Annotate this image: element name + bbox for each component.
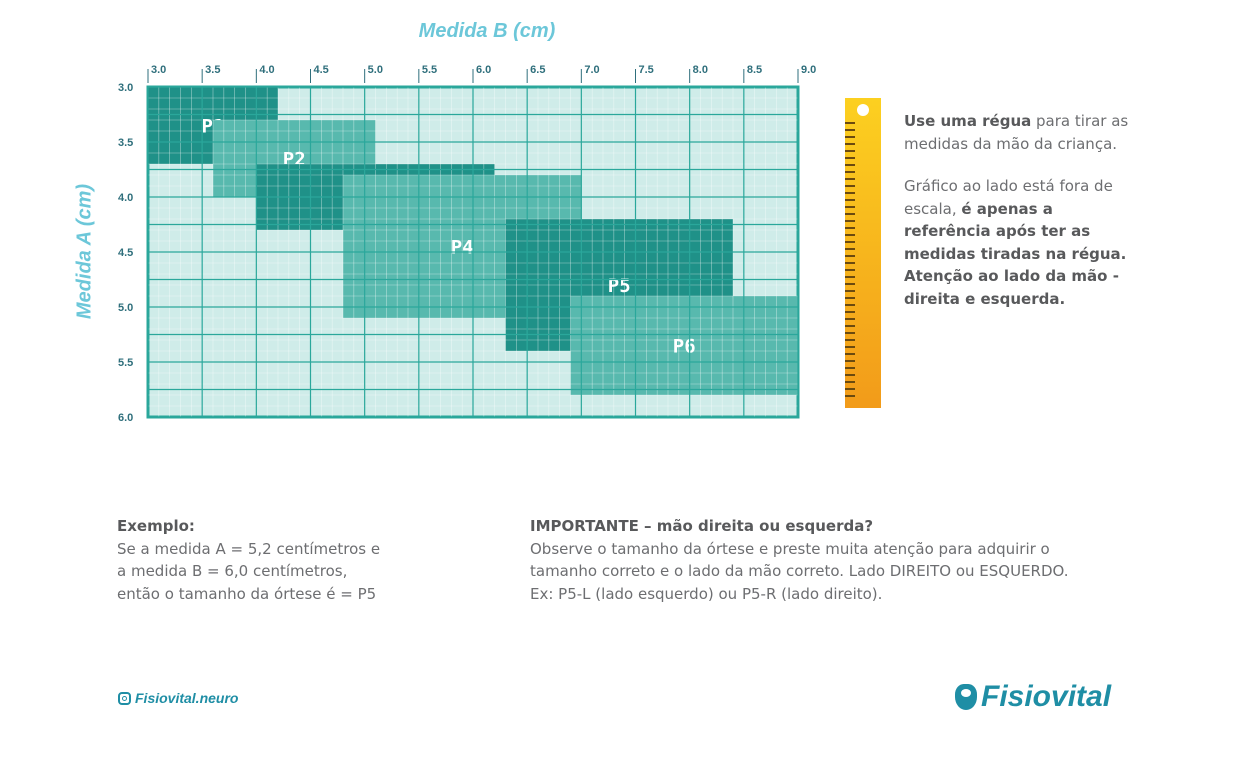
example-heading: Exemplo: (117, 517, 195, 535)
x-tick-label: 6.0 (476, 64, 491, 76)
y-tick-label: 5.5 (118, 357, 133, 369)
axis-title-medida-a: Medida A (cm) (73, 183, 96, 320)
size-region-p6 (570, 296, 798, 395)
important-line: Observe o tamanho da órtese e preste mui… (530, 539, 1050, 558)
ruler-ticks (845, 122, 855, 402)
x-tick-label: 3.0 (151, 64, 166, 76)
x-tick-label: 7.5 (639, 64, 654, 76)
important-block: IMPORTANTE – mão direita ou esquerda? Ob… (530, 515, 1110, 605)
axis-title-medida-b: Medida B (cm) (418, 20, 556, 42)
important-line: Ex: P5-L (lado esquerdo) ou P5-R (lado d… (530, 584, 883, 603)
brand-name: Fisiovital (981, 680, 1112, 713)
example-line: então o tamanho da órtese é = P5 (117, 584, 377, 603)
side-note-ruler-bold: Use uma régua (904, 112, 1032, 130)
instagram-icon (118, 691, 131, 705)
y-tick-label: 3.5 (118, 137, 133, 149)
important-heading: IMPORTANTE – mão direita ou esquerda? (530, 517, 874, 535)
x-tick-label: 9.0 (801, 64, 816, 76)
side-note-scale-start: Gráfico ao lado está fora de escala, (904, 177, 1113, 218)
size-label-p6: P6 (673, 336, 696, 358)
important-line: tamanho correto e o lado da mão correto.… (530, 562, 1069, 580)
side-note: Use uma régua para tirar as medidas da m… (904, 110, 1134, 330)
y-tick-label: 5.0 (118, 302, 133, 314)
x-tick-label: 3.5 (205, 64, 220, 76)
side-note-scale: Gráfico ao lado está fora de escala, é a… (904, 175, 1134, 310)
ruler-hole (857, 104, 869, 116)
fisiovital-logo-icon (955, 684, 977, 710)
x-tick-label: 8.5 (747, 64, 762, 76)
x-tick-label: 6.5 (530, 64, 545, 76)
instagram-handle: Fisiovital.neuro (135, 690, 239, 706)
side-note-scale-bold: é apenas a referência após ter as medida… (904, 199, 1127, 308)
size-chart: P1P2P3P4P5P63.03.54.04.55.05.56.06.57.07… (118, 64, 816, 424)
size-label-p5: P5 (608, 275, 631, 297)
side-note-ruler-rest: para tirar as medidas da mão da criança. (904, 112, 1129, 153)
y-tick-label: 4.5 (118, 247, 133, 259)
example-line: a medida B = 6,0 centímetros, (117, 562, 348, 580)
y-tick-label: 4.0 (118, 192, 133, 204)
ruler-icon (845, 98, 881, 408)
y-tick-label: 3.0 (118, 82, 133, 94)
example-line: Se a medida A = 5,2 centímetros e (117, 539, 381, 558)
example-block: Exemplo: Se a medida A = 5,2 centímetros… (117, 515, 417, 605)
brand-logo: Fisiovital (955, 680, 1111, 714)
y-tick-label: 6.0 (118, 412, 133, 424)
side-note-ruler: Use uma régua para tirar as medidas da m… (904, 110, 1134, 155)
x-tick-label: 5.5 (422, 64, 437, 76)
x-tick-label: 4.5 (314, 64, 329, 76)
x-tick-label: 4.0 (259, 64, 274, 76)
x-tick-label: 7.0 (584, 64, 599, 76)
instagram-link[interactable]: Fisiovital.neuro (118, 690, 238, 706)
x-tick-label: 8.0 (693, 64, 708, 76)
x-tick-label: 5.0 (368, 64, 383, 76)
